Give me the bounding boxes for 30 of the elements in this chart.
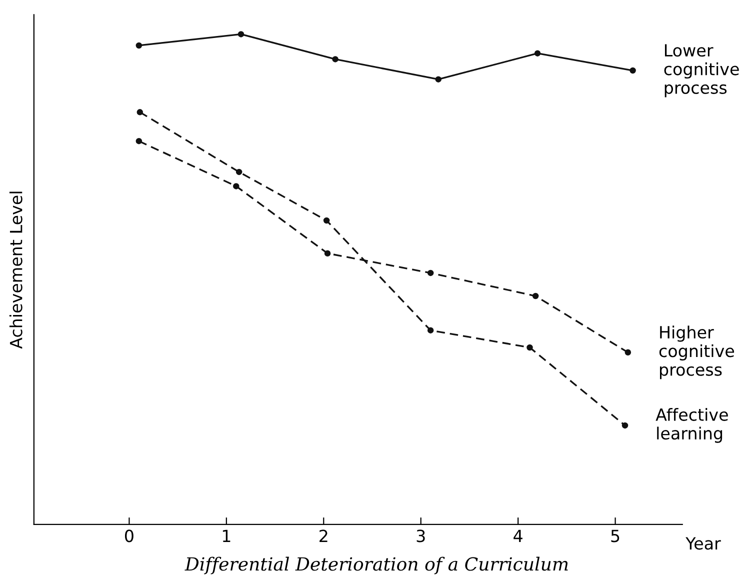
x-tick-label: 2	[320, 530, 328, 542]
x-tick-label: 5	[611, 530, 620, 542]
series-label: Lower cognitive process	[664, 44, 739, 98]
x-tick-label: 3	[416, 530, 425, 542]
y-axis-title: Achievement Level	[9, 192, 22, 349]
point	[323, 217, 330, 224]
point	[236, 168, 242, 176]
point	[630, 67, 636, 74]
point	[233, 183, 240, 190]
text: Differential Deterioration of a Curriculum	[184, 556, 568, 574]
x-tick-label: 4	[514, 530, 522, 542]
x-tick-label: 1	[222, 530, 230, 542]
series-label: Affective learning	[656, 408, 728, 443]
point	[435, 76, 442, 82]
point	[624, 349, 632, 356]
point	[532, 292, 539, 300]
point	[427, 270, 434, 276]
point	[526, 344, 533, 351]
x-axis-title: Year	[686, 537, 721, 550]
point	[324, 250, 331, 256]
point	[332, 56, 338, 62]
point	[136, 109, 144, 116]
point	[136, 42, 142, 49]
point	[622, 422, 628, 429]
point	[238, 31, 244, 38]
series-label: Higher cognitive process	[659, 326, 734, 380]
point	[427, 327, 434, 334]
point	[534, 50, 541, 56]
x-tick-label: 0	[125, 530, 134, 542]
point	[136, 138, 142, 144]
